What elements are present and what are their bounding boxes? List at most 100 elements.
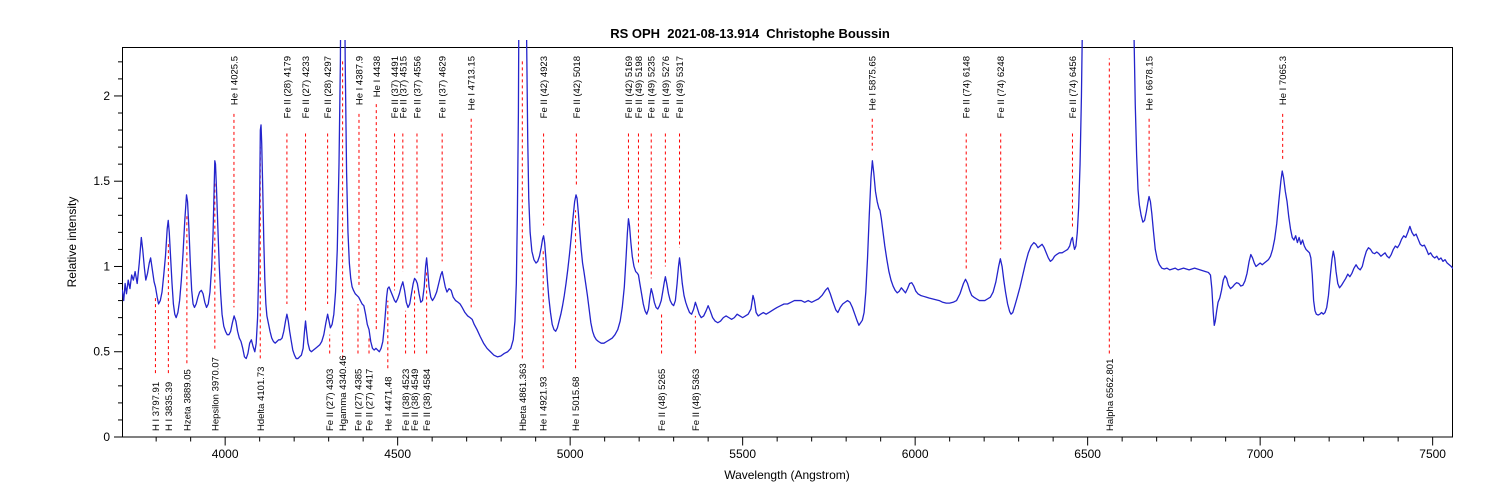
spectral-line-annotation: Fe II (74) 6248 — [996, 56, 1007, 250]
y-tick-label: 0.5 — [93, 345, 110, 359]
x-tick-label: 5000 — [557, 447, 584, 461]
x-tick-label: 6500 — [1074, 447, 1101, 461]
annotation-label: He I 4387.9 — [354, 56, 365, 105]
y-axis-title: Relative intensity — [65, 197, 79, 288]
spectral-line-annotation: Fe II (28) 4179 — [282, 56, 293, 304]
spectral-line-annotation: Hgamma 4340.46 — [338, 58, 349, 431]
spectral-line-annotation: Fe II (37) 4515 — [398, 56, 409, 272]
x-axis-title: Wavelength (Angstrom) — [724, 468, 850, 482]
annotation-label: Fe II (28) 4297 — [323, 56, 334, 118]
spectral-line-annotation: Fe II (28) 4297 — [323, 56, 334, 304]
spectral-line-annotation: He I 4438 — [372, 56, 383, 330]
spectral-line-annotations-top: He I 4025.5 Fe II (28) 4179 Fe II (27) 423… — [229, 56, 1289, 330]
annotation-label: Fe II (74) 6148 — [962, 56, 973, 118]
annotation-label: Fe II (49) 5276 — [661, 56, 672, 118]
axis-tick-labels: 4000 4500 5000 5500 6000 6500 7000 7500 0 0.5 1 1.5… — [93, 89, 1446, 461]
spectral-line-annotation: Hzeta 3889.05 — [182, 215, 193, 431]
spectral-line-annotation: Fe II (74) 6456 — [1068, 56, 1079, 228]
annotation-label: Fe II (27) 4303 — [325, 369, 336, 431]
annotation-label: Fe II (38) 4549 — [410, 369, 421, 431]
spectral-line-annotation: Halpha 6562.801 — [1105, 58, 1116, 431]
annotation-label: Fe II (37) 4556 — [412, 56, 423, 118]
annotation-label: He I 7065.3 — [1278, 56, 1289, 105]
annotation-label: Fe II (28) 4179 — [282, 56, 293, 118]
y-tick-label: 2 — [103, 89, 110, 103]
spectrum-curve-group — [122, 40, 1453, 360]
annotation-label: Fe II (27) 4385 — [353, 369, 364, 431]
annotation-label: Fe II (74) 6456 — [1068, 56, 1079, 118]
spectrum-curve — [122, 40, 1453, 360]
annotation-label: Fe II (42) 5018 — [572, 56, 583, 118]
spectral-line-annotation: He I 4025.5 — [229, 56, 240, 308]
y-tick-label: 1.5 — [93, 174, 110, 188]
annotation-label: He I 4921.93 — [539, 377, 550, 431]
spectral-line-annotation: He I 4471.48 — [383, 300, 394, 431]
annotation-label: Hzeta 3889.05 — [182, 369, 193, 431]
annotation-label: Fe II (38) 4584 — [422, 369, 433, 431]
annotation-label: He I 4438 — [372, 56, 383, 97]
spectral-line-annotation: Fe II (38) 4584 — [422, 271, 433, 431]
annotation-label: H I 3797.91 — [151, 382, 162, 431]
annotation-label: Fe II (49) 5235 — [647, 56, 658, 118]
spectral-line-annotation: Fe II (49) 5198 — [634, 56, 645, 265]
annotation-label: Hgamma 4340.46 — [338, 355, 349, 431]
spectral-line-annotation: H I 3797.91 — [151, 295, 162, 431]
spectral-line-annotation: He I 5015.68 — [571, 210, 582, 431]
y-tick-label: 1 — [103, 259, 110, 273]
spectral-line-annotation: He I 7065.3 — [1278, 56, 1289, 161]
annotation-label: Hepsilon 3970.07 — [210, 357, 221, 431]
annotation-label: Hbeta 4861.363 — [518, 363, 529, 431]
spectral-line-annotation: Fe II (27) 4417 — [365, 338, 376, 431]
spectral-line-annotation: Fe II (37) 4556 — [412, 56, 423, 274]
spectral-line-annotation: Hbeta 4861.363 — [518, 58, 529, 431]
x-tick-label: 4000 — [212, 447, 239, 461]
spectral-line-annotation: Hepsilon 3970.07 — [210, 181, 221, 431]
spectral-line-annotation: Fe II (38) 4549 — [410, 290, 421, 431]
annotation-label: He I 4713.15 — [467, 56, 478, 110]
annotation-label: He I 6678.15 — [1145, 56, 1156, 110]
spectral-line-annotation: Fe II (49) 5317 — [675, 56, 686, 248]
annotation-label: Fe II (49) 5317 — [675, 56, 686, 118]
spectral-line-annotation: Fe II (49) 5276 — [661, 56, 672, 267]
annotation-label: Fe II (48) 5265 — [657, 369, 668, 431]
annotation-label: Fe II (38) 4523 — [401, 369, 412, 431]
spectral-line-annotation: Fe II (38) 4523 — [401, 310, 412, 431]
axis-ticks — [114, 61, 1434, 446]
annotation-label: He I 5875.65 — [868, 56, 879, 110]
spectral-line-annotation: He I 4713.15 — [467, 56, 478, 308]
annotation-label: Fe II (74) 6248 — [996, 56, 1007, 118]
x-tick-label: 7500 — [1419, 447, 1446, 461]
annotation-label: Fe II (37) 4491 — [390, 56, 401, 118]
spectral-line-annotation: Fe II (49) 5235 — [647, 56, 658, 279]
x-tick-label: 7000 — [1247, 447, 1274, 461]
spectral-line-annotation: Fe II (27) 4385 — [353, 303, 364, 431]
annotation-label: Fe II (42) 5169 — [624, 56, 635, 118]
annotation-label: He I 4471.48 — [383, 377, 394, 431]
annotation-label: Fe II (42) 4923 — [539, 56, 550, 118]
spectral-line-annotation: Fe II (42) 5169 — [624, 56, 635, 209]
spectral-line-annotation: Fe II (37) 4629 — [438, 56, 449, 262]
spectral-line-annotation: He I 5875.65 — [868, 56, 879, 151]
x-tick-label: 6000 — [902, 447, 929, 461]
y-tick-label: 0 — [103, 430, 110, 444]
spectral-line-annotation: He I 6678.15 — [1145, 56, 1156, 187]
annotation-label: Fe II (37) 4629 — [438, 56, 449, 118]
x-tick-label: 4500 — [384, 447, 411, 461]
annotation-label: He I 5015.68 — [571, 377, 582, 431]
annotation-label: Fe II (48) 5363 — [691, 369, 702, 431]
spectral-line-annotation: H I 3835.39 — [164, 240, 175, 431]
spectral-line-annotation: Fe II (27) 4233 — [301, 56, 312, 311]
annotation-label: Fe II (27) 4233 — [301, 56, 312, 118]
annotation-label: Fe II (27) 4417 — [365, 369, 376, 431]
spectral-line-annotation: He I 4387.9 — [354, 56, 365, 287]
spectral-line-annotation: Fe II (74) 6148 — [962, 56, 973, 270]
spectral-line-annotation: Fe II (37) 4491 — [390, 56, 401, 291]
chart-title: RS OPH 2021-08-13.914 Christophe Boussin — [610, 26, 890, 41]
spectral-line-annotation: He I 4921.93 — [539, 249, 550, 431]
annotation-label: Halpha 6562.801 — [1105, 359, 1116, 431]
annotation-label: He I 4025.5 — [229, 56, 240, 105]
x-tick-label: 5500 — [729, 447, 756, 461]
spectral-line-annotation: Fe II (48) 5363 — [691, 315, 702, 431]
